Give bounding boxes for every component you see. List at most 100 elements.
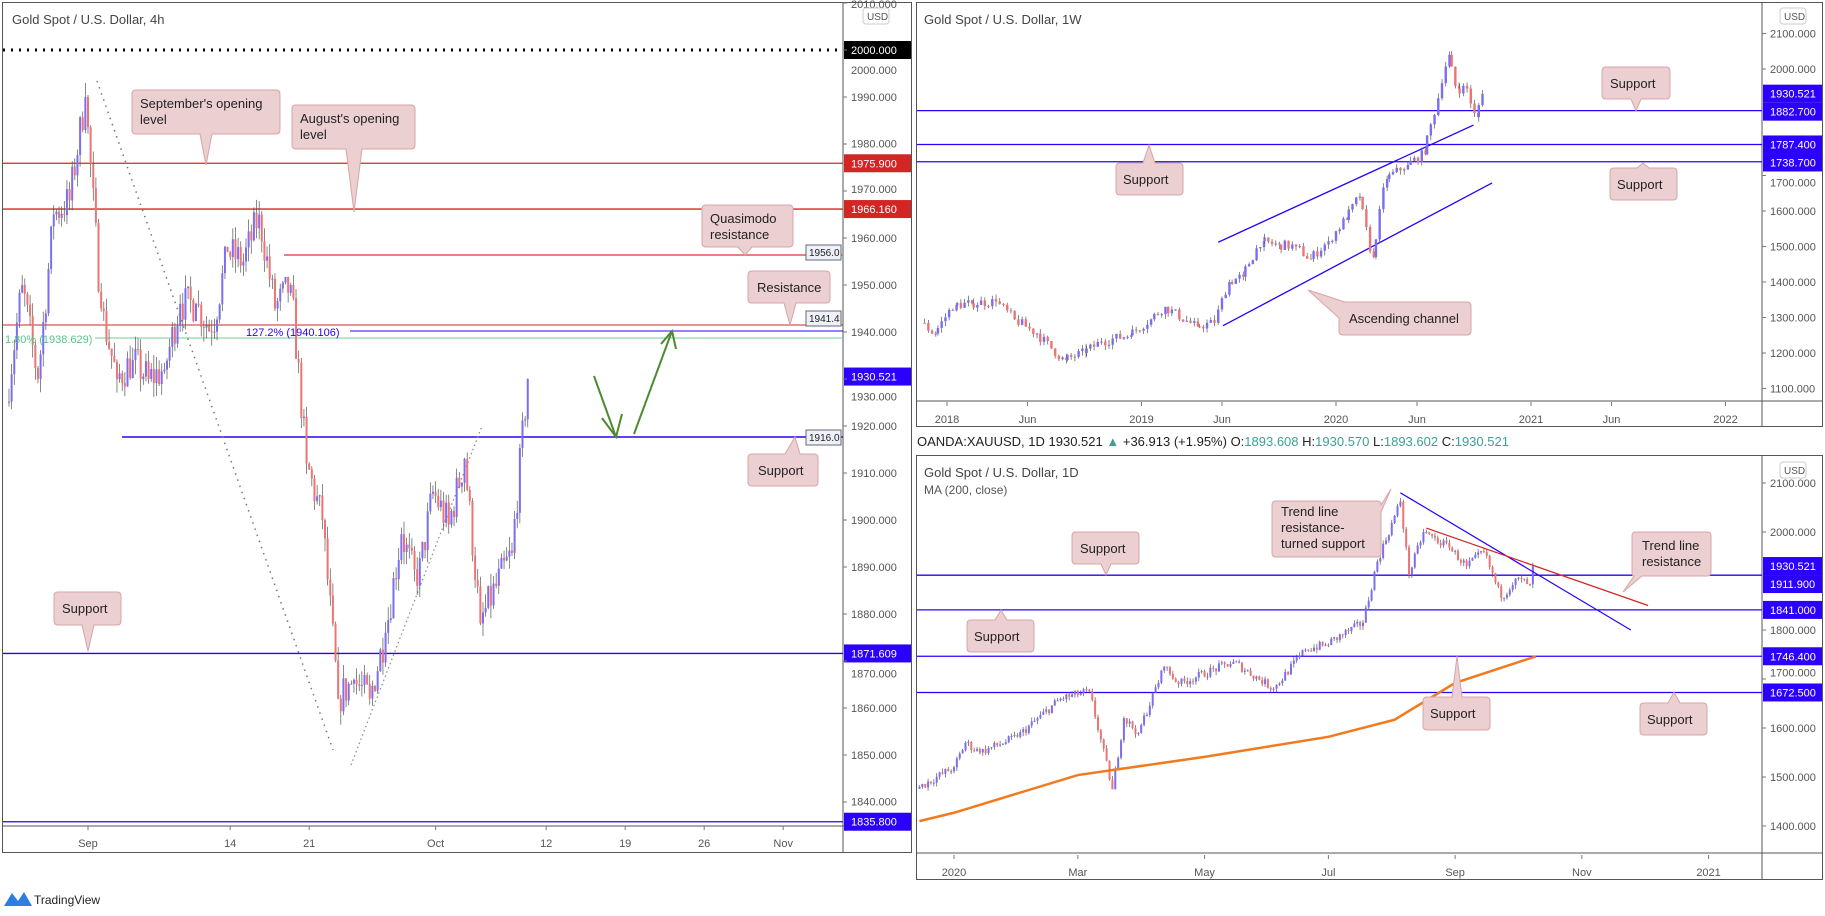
candle [1163, 666, 1166, 671]
candle [426, 511, 429, 551]
candle [379, 649, 382, 672]
candle [1246, 670, 1249, 672]
callout-support-left[interactable]: Support [1115, 143, 1184, 196]
candle [1391, 172, 1395, 175]
price-tick-label: 1500.000 [1770, 242, 1816, 254]
callout-ascending-channel[interactable]: Ascending channel [1307, 289, 1472, 336]
candle [1013, 310, 1016, 320]
candle [1409, 160, 1412, 165]
candle [363, 674, 366, 685]
candle [1448, 542, 1451, 548]
callout-text: Support [62, 601, 108, 616]
candle [339, 698, 342, 712]
candle [173, 327, 176, 344]
candle [1194, 677, 1197, 682]
candle [961, 750, 964, 754]
candle [503, 557, 506, 561]
candle [1488, 555, 1491, 568]
callout-text: Support [1647, 712, 1693, 727]
candle [1347, 209, 1350, 220]
price-badge [1763, 557, 1822, 576]
callout-support-left[interactable]: Support [53, 591, 122, 652]
callout-support-right[interactable]: Support [1639, 690, 1708, 736]
candle [1069, 355, 1073, 357]
price-axis[interactable]: 1930.521 1882.700 1787.400 1738.700 2100.000… [1762, 29, 1822, 396]
candle [234, 239, 237, 260]
candle [1474, 554, 1477, 558]
candle [1258, 676, 1261, 680]
tradingview-logo[interactable]: TradingView [4, 892, 100, 907]
candle [964, 742, 967, 751]
time-tick-label: Oct [427, 838, 444, 850]
callout-support-lower-left[interactable]: Support [966, 609, 1035, 653]
candle [350, 683, 353, 685]
price-badge-label: 1746.400 [1770, 651, 1816, 663]
currency-button[interactable]: USD [862, 7, 890, 25]
candle [429, 493, 432, 512]
candle [987, 748, 990, 754]
fib-127-label: 127.2% (1940.106) [246, 327, 340, 339]
candle [1373, 571, 1376, 591]
price-badge [1763, 153, 1822, 172]
candle [439, 500, 442, 508]
candle [26, 293, 29, 305]
chart-title: Gold Spot / U.S. Dollar, 1D [924, 465, 1079, 480]
candle [1229, 663, 1232, 667]
candle [1085, 689, 1088, 691]
chart-1d-panel[interactable]: Support Trend line resistance- turned su… [916, 455, 1823, 881]
callout-trend-line-resistance[interactable]: Trend line resistance [1622, 531, 1712, 593]
time-axis[interactable]: 2020 Mar May Jul Sep Nov 2021 [942, 855, 1721, 879]
price-tick-label: 1940.000 [851, 327, 897, 339]
candle [1433, 114, 1436, 125]
candle [1255, 676, 1258, 679]
candle [287, 277, 290, 293]
chart-4h-panel[interactable]: 127.2% (1940.106) 1.80% (1938.629) 1956.… [2, 0, 912, 853]
currency-button[interactable]: USD [1779, 7, 1807, 25]
chart-1w-panel[interactable]: Support Support Support Ascending channe… [916, 2, 1823, 428]
candle [1529, 584, 1531, 586]
channel-lower-line [1222, 182, 1493, 327]
candle [1345, 218, 1349, 220]
callout-support-middle[interactable]: Support [1422, 655, 1491, 731]
price-tick-label: 1400.000 [1770, 821, 1816, 833]
callout-resistance[interactable]: Resistance [747, 270, 831, 327]
candle [1076, 690, 1079, 696]
callout-september-opening[interactable]: September's opening level [131, 89, 281, 166]
candle [1115, 333, 1118, 339]
candle [416, 569, 419, 586]
candle [255, 212, 258, 229]
time-tick-label: May [1194, 867, 1215, 879]
candle [129, 358, 132, 378]
time-tick-label: 2022 [1713, 414, 1737, 426]
candle [981, 749, 984, 753]
candle [34, 344, 37, 369]
candle [1230, 282, 1234, 284]
candle [1122, 718, 1125, 741]
candle [1153, 313, 1156, 320]
candle [1316, 251, 1319, 257]
candle [281, 282, 284, 289]
time-axis[interactable]: 2018 Jun 2019 Jun 2020 Jun 2021 Jun 2022 [935, 402, 1738, 426]
currency-button[interactable]: USD [1779, 461, 1807, 479]
callout-text: Support [1617, 177, 1663, 192]
callout-trend-line-resistance-turned-support[interactable]: Trend line resistance- turned support [1271, 488, 1392, 558]
callout-support-right[interactable]: Support [1609, 162, 1678, 201]
candle [1477, 552, 1480, 555]
candle [250, 231, 253, 241]
price-tick-label: 1500.000 [1770, 772, 1816, 784]
trendline-red [1426, 527, 1649, 607]
candle [1068, 694, 1071, 697]
price-axis[interactable]: 2000.000 1975.900 1966.160 1930.521 1871.609… [843, 0, 911, 831]
price-axis[interactable]: 1930.521 1911.900 1841.000 1746.400 1672.500… [1762, 478, 1822, 833]
candle [1073, 690, 1076, 695]
callout-quasimodo-resistance[interactable]: Quasimodo resistance [701, 204, 794, 256]
candle [1321, 641, 1324, 646]
candle [1213, 320, 1216, 323]
price-tick-label: 1600.000 [1770, 206, 1816, 218]
time-axis[interactable]: Sep 14 21 Oct 12 19 26 Nov [78, 826, 793, 850]
callout-support-top[interactable]: Support [1071, 531, 1140, 577]
dotted-leg-down[interactable] [96, 80, 334, 751]
callout-august-opening[interactable]: August's opening level [291, 104, 416, 213]
callout-support-right[interactable]: Support [747, 435, 819, 487]
callout-support-top[interactable]: Support [1601, 66, 1671, 113]
